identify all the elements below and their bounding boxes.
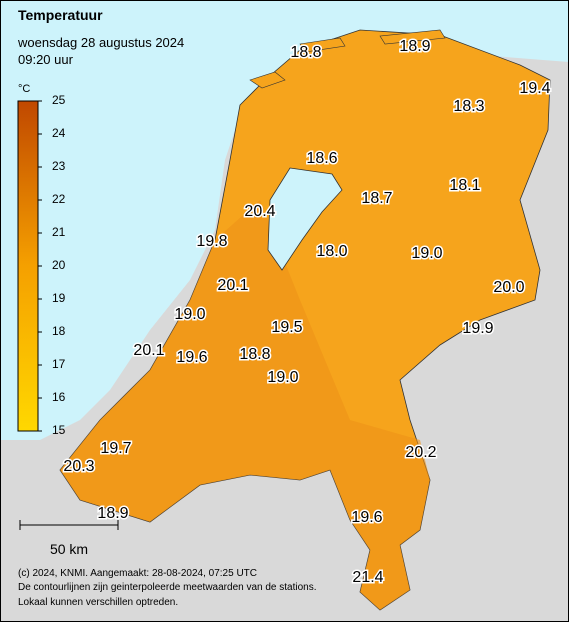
station-value: 19.6 bbox=[176, 349, 207, 366]
station-value: 19.0 bbox=[174, 306, 205, 323]
colorbar-tick-label: 20 bbox=[52, 258, 66, 272]
colorbar-tick-label: 16 bbox=[52, 390, 66, 404]
footer-line: (c) 2024, KNMI. Aangemaakt: 28-08-2024, … bbox=[18, 568, 257, 579]
date: woensdag 28 augustus 2024 bbox=[17, 35, 184, 50]
islands bbox=[249, 29, 446, 89]
colorbar bbox=[17, 100, 39, 432]
sea bbox=[0, 0, 569, 440]
colorbar-tick-label: 17 bbox=[52, 357, 66, 371]
station-value: 18.9 bbox=[97, 505, 128, 522]
colorbar-tick-label: 18 bbox=[52, 324, 66, 338]
station-value: 18.9 bbox=[399, 38, 430, 55]
station-value: 19.8 bbox=[196, 233, 227, 250]
station-value: 20.1 bbox=[133, 342, 164, 359]
station-value: 19.5 bbox=[271, 319, 302, 336]
station-value: 19.6 bbox=[351, 509, 382, 526]
station-value: 19.7 bbox=[100, 440, 131, 457]
station-value: 19.4 bbox=[519, 80, 550, 97]
warm-zone bbox=[60, 200, 430, 610]
colorbar-tick-label: 23 bbox=[52, 159, 66, 173]
station-value: 18.8 bbox=[290, 44, 321, 61]
station-value: 18.7 bbox=[361, 190, 392, 207]
colorbar-tick-label: 25 bbox=[52, 93, 66, 107]
station-value: 21.4 bbox=[352, 569, 383, 586]
ijsselmeer bbox=[267, 167, 343, 271]
footer-line: De contourlijnen zijn geinterpoleerde me… bbox=[18, 582, 317, 593]
colorbar-tick-label: 15 bbox=[52, 423, 66, 437]
island bbox=[299, 37, 346, 53]
title: Temperatuur bbox=[18, 7, 103, 23]
station-value: 18.3 bbox=[453, 98, 484, 115]
station-value: 19.0 bbox=[411, 245, 442, 262]
station-value: 18.1 bbox=[449, 177, 480, 194]
station-value: 20.1 bbox=[217, 277, 248, 294]
colorbar-tick-label: 22 bbox=[52, 192, 66, 206]
station-value: 20.3 bbox=[63, 458, 94, 475]
colorbar-tick-label: 21 bbox=[52, 225, 66, 239]
station-value: 18.8 bbox=[239, 346, 270, 363]
footer-line: Lokaal kunnen verschillen optreden. bbox=[18, 597, 178, 608]
station-value: 19.0 bbox=[267, 369, 298, 386]
time: 09:20 uur bbox=[18, 52, 74, 67]
station-value: 18.6 bbox=[306, 150, 337, 167]
station-value: 20.4 bbox=[244, 203, 275, 220]
scale-label: 50 km bbox=[50, 541, 88, 557]
unit: °C bbox=[18, 83, 30, 95]
station-value: 20.2 bbox=[405, 444, 436, 461]
colorbar-tick-label: 19 bbox=[52, 291, 66, 305]
colorbar-tick-label: 24 bbox=[52, 126, 66, 140]
island bbox=[379, 29, 446, 45]
island bbox=[249, 71, 286, 89]
station-value: 18.0 bbox=[316, 243, 347, 260]
station-value: 20.0 bbox=[493, 279, 524, 296]
station-value: 19.9 bbox=[462, 320, 493, 337]
